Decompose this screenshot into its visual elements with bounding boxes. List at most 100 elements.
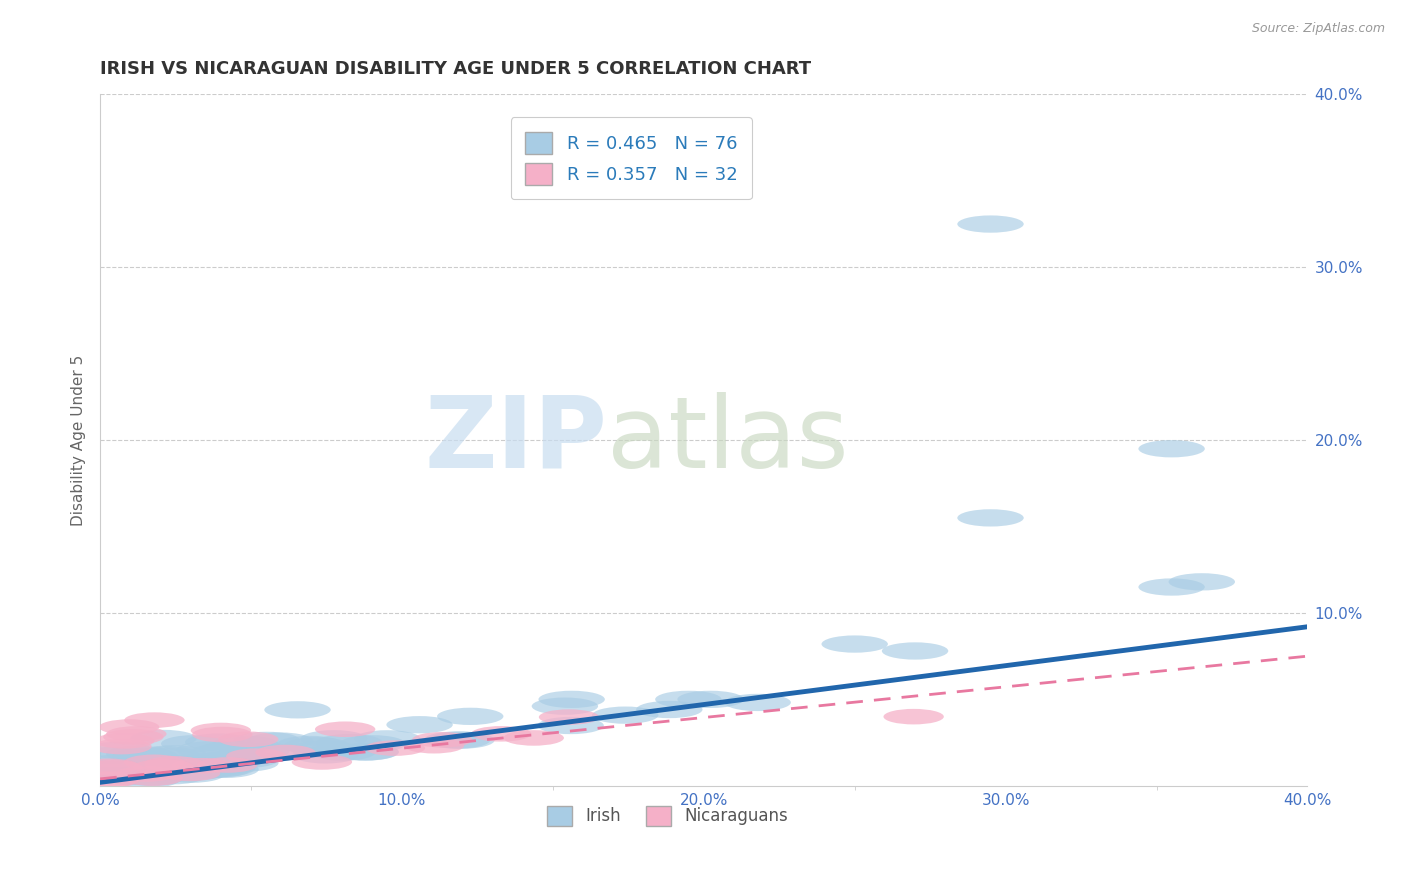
Ellipse shape (212, 736, 278, 753)
Ellipse shape (315, 722, 375, 737)
Ellipse shape (188, 760, 256, 777)
Ellipse shape (197, 750, 264, 768)
Ellipse shape (105, 746, 173, 763)
Ellipse shape (77, 761, 143, 778)
Ellipse shape (94, 767, 160, 785)
Ellipse shape (80, 760, 146, 777)
Ellipse shape (1168, 574, 1234, 591)
Ellipse shape (193, 727, 253, 742)
Ellipse shape (277, 736, 343, 753)
Text: atlas: atlas (607, 392, 849, 489)
Ellipse shape (957, 509, 1024, 526)
Ellipse shape (212, 755, 278, 772)
Ellipse shape (957, 216, 1024, 233)
Ellipse shape (678, 690, 744, 708)
Ellipse shape (96, 767, 162, 785)
Ellipse shape (172, 762, 239, 779)
Ellipse shape (197, 757, 257, 772)
Ellipse shape (339, 735, 405, 753)
Ellipse shape (538, 709, 599, 725)
Ellipse shape (243, 744, 309, 761)
Ellipse shape (107, 726, 166, 742)
Ellipse shape (162, 735, 228, 752)
Ellipse shape (592, 706, 658, 723)
Ellipse shape (82, 760, 142, 775)
Ellipse shape (114, 771, 180, 788)
Ellipse shape (1139, 578, 1205, 596)
Ellipse shape (79, 772, 139, 788)
Ellipse shape (191, 723, 252, 739)
Ellipse shape (91, 739, 152, 755)
Ellipse shape (112, 747, 179, 765)
Ellipse shape (176, 741, 242, 758)
Ellipse shape (76, 767, 142, 784)
Ellipse shape (301, 731, 367, 747)
Ellipse shape (309, 744, 375, 761)
Ellipse shape (124, 713, 184, 728)
Ellipse shape (134, 747, 200, 764)
Ellipse shape (471, 726, 531, 741)
Ellipse shape (139, 745, 205, 763)
Ellipse shape (160, 765, 221, 781)
Ellipse shape (437, 707, 503, 725)
Ellipse shape (724, 694, 790, 711)
Ellipse shape (79, 772, 139, 787)
Ellipse shape (333, 743, 399, 761)
Ellipse shape (191, 744, 257, 761)
Ellipse shape (212, 751, 280, 768)
Ellipse shape (86, 741, 152, 759)
Ellipse shape (256, 745, 316, 760)
Ellipse shape (124, 755, 184, 770)
Ellipse shape (655, 690, 721, 708)
Ellipse shape (79, 758, 139, 774)
Ellipse shape (159, 765, 225, 783)
Ellipse shape (174, 753, 240, 771)
Ellipse shape (200, 740, 266, 758)
Ellipse shape (531, 698, 598, 714)
Ellipse shape (291, 755, 352, 770)
Ellipse shape (882, 642, 948, 659)
Ellipse shape (537, 717, 603, 734)
Ellipse shape (122, 771, 183, 786)
Ellipse shape (115, 766, 176, 781)
Ellipse shape (76, 747, 142, 764)
Ellipse shape (118, 769, 184, 786)
Ellipse shape (82, 755, 148, 772)
Text: ZIP: ZIP (425, 392, 607, 489)
Ellipse shape (120, 768, 186, 785)
Ellipse shape (316, 734, 382, 751)
Ellipse shape (186, 760, 252, 778)
Ellipse shape (131, 730, 197, 747)
Ellipse shape (145, 756, 205, 772)
Ellipse shape (404, 738, 464, 754)
Ellipse shape (247, 732, 314, 749)
Ellipse shape (332, 743, 398, 761)
Ellipse shape (134, 759, 194, 775)
Ellipse shape (354, 731, 420, 747)
Ellipse shape (883, 709, 943, 724)
Ellipse shape (157, 764, 224, 781)
Ellipse shape (224, 743, 290, 760)
Ellipse shape (429, 731, 495, 748)
Ellipse shape (139, 767, 205, 784)
Ellipse shape (636, 701, 703, 718)
Ellipse shape (233, 731, 299, 749)
Ellipse shape (1139, 440, 1205, 458)
Legend: Irish, Nicaraguans: Irish, Nicaraguans (540, 799, 794, 833)
Ellipse shape (172, 762, 238, 779)
Ellipse shape (172, 758, 232, 773)
Ellipse shape (387, 716, 453, 733)
Ellipse shape (98, 719, 159, 735)
Text: Source: ZipAtlas.com: Source: ZipAtlas.com (1251, 22, 1385, 36)
Ellipse shape (156, 757, 222, 774)
Ellipse shape (425, 731, 491, 748)
Ellipse shape (194, 754, 260, 771)
Ellipse shape (103, 729, 163, 745)
Ellipse shape (503, 731, 564, 746)
Ellipse shape (152, 763, 219, 780)
Y-axis label: Disability Age Under 5: Disability Age Under 5 (72, 354, 86, 525)
Ellipse shape (226, 748, 287, 764)
Ellipse shape (94, 733, 155, 748)
Text: IRISH VS NICARAGUAN DISABILITY AGE UNDER 5 CORRELATION CHART: IRISH VS NICARAGUAN DISABILITY AGE UNDER… (100, 60, 811, 78)
Ellipse shape (218, 731, 278, 747)
